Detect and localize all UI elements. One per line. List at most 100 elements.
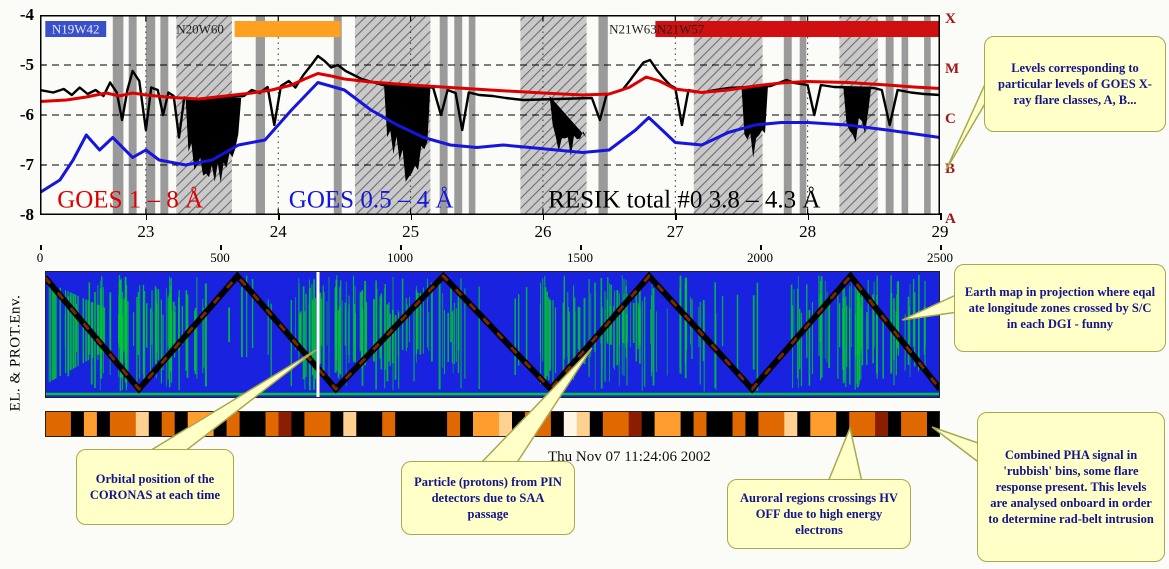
- axis-tick: [675, 213, 677, 220]
- pha-band: [654, 412, 681, 436]
- pha-band: [213, 412, 228, 436]
- dgi-tick-label: 2000: [747, 250, 773, 265]
- flare-region-label: N19W42: [52, 22, 100, 37]
- callout-pha-signal: Combined PHA signal in 'rubbish' bins, s…: [977, 412, 1165, 562]
- pha-band: [512, 412, 526, 436]
- curve-label: GOES 0.5 – 4 Å: [289, 187, 454, 214]
- earth-map-env-panel: [45, 271, 940, 398]
- flare-class-letter: M: [945, 61, 960, 77]
- pha-band: [148, 412, 163, 436]
- pha-band: [732, 412, 746, 436]
- series-goes-1-8-a: [40, 72, 940, 103]
- dgi-axis-tick: [940, 245, 942, 250]
- dgi-axis-tick: [760, 245, 762, 250]
- pha-band: [849, 412, 876, 436]
- pha-band: [589, 412, 604, 436]
- pha-band: [836, 412, 850, 436]
- day-tick-label: 28: [799, 222, 817, 241]
- resik-dropout-blob: [741, 87, 768, 158]
- pha-band: [550, 412, 565, 436]
- y-tick-label: -6: [19, 105, 34, 124]
- pha-band: [628, 412, 643, 436]
- pha-band: [758, 412, 785, 436]
- pha-band: [680, 412, 695, 436]
- axis-tick: [410, 213, 413, 220]
- xray-flux-plot: N19W42 N20W60 N21W63 N21W57 GOES 1 – 8 Å GOES…: [40, 15, 940, 215]
- day-tick-label: 24: [269, 222, 287, 241]
- day-tick-label: 23: [137, 222, 155, 241]
- pha-band: [161, 412, 176, 436]
- dgi-axis-tick: [400, 245, 402, 250]
- orbit-band: [924, 16, 931, 214]
- pha-band: [797, 412, 811, 436]
- axis-tick: [278, 213, 280, 220]
- axis-tick: [940, 213, 942, 220]
- pha-band: [706, 412, 733, 436]
- flare-region-label: N20W60: [176, 22, 224, 37]
- flare-class-letter: B: [945, 161, 956, 177]
- pha-band: [135, 412, 150, 436]
- orbit-band: [128, 16, 137, 214]
- y-tick-label: -5: [19, 55, 34, 74]
- flare-region-box: [655, 21, 940, 37]
- day-tick-label: 29: [931, 222, 949, 241]
- dgi-tick-label: 0: [36, 250, 44, 265]
- pha-band: [109, 412, 137, 436]
- dgi-axis-tick: [40, 245, 42, 250]
- pha-band: [83, 412, 98, 436]
- pha-band: [927, 412, 940, 436]
- pha-band: [265, 412, 279, 436]
- pha-band: [408, 412, 448, 436]
- pha-band: [187, 412, 215, 436]
- pha-band: [563, 412, 578, 436]
- curve-label: RESIK total #0 3.8 – 4.3 Å: [548, 187, 820, 214]
- dgi-tick-label: 1500: [567, 250, 593, 265]
- pha-band: [96, 412, 111, 436]
- curve-label: GOES 1 – 8 Å: [57, 187, 203, 214]
- callout-particle-saa: Particle (protons) from PIN detectors du…: [401, 461, 575, 535]
- resik-dropout-blob: [384, 86, 431, 182]
- pha-band: [745, 412, 759, 436]
- orbit-band: [885, 16, 894, 214]
- dgi-tick-label: 2500: [927, 250, 953, 265]
- pha-band: [330, 412, 344, 436]
- pha-band: [447, 412, 461, 436]
- callout-earth-map: Earth map in projection where eqal ate l…: [954, 264, 1166, 352]
- axis-tick: [145, 213, 148, 220]
- axis-tick: [807, 213, 810, 220]
- flare-region-label: N21W63: [609, 22, 657, 37]
- pha-signal-strip: [45, 411, 940, 437]
- pha-band: [641, 412, 656, 436]
- pha-band: [395, 412, 409, 436]
- callout-orbital-position: Orbital position of the CORONAS at each …: [76, 449, 234, 525]
- orbit-band: [333, 16, 342, 214]
- pha-band: [693, 412, 708, 436]
- env-panel-label: EL. & PROT.Env.: [7, 294, 24, 412]
- callout-auroral-crossings: Auroral regions crossings HV OFF due to …: [727, 479, 911, 549]
- flare-region-label: N21W57: [657, 22, 705, 37]
- orbit-band: [454, 16, 463, 214]
- pha-band: [304, 412, 331, 436]
- pha-band: [460, 412, 474, 436]
- pha-band: [524, 412, 552, 436]
- dgi-tick-label: 1000: [387, 250, 413, 265]
- pha-band: [888, 412, 902, 436]
- orbit-zigzag-saa-overlay: [45, 273, 940, 392]
- flare-region-box: [234, 21, 341, 37]
- dgi-axis-tick: [220, 245, 222, 250]
- pha-band: [343, 412, 357, 436]
- flare-region-box: [45, 21, 107, 37]
- pha-band: [239, 412, 266, 436]
- y-tick-label: -7: [19, 155, 34, 174]
- resik-dropout-blob: [549, 96, 587, 157]
- orbit-band: [439, 16, 448, 214]
- pha-band: [499, 412, 513, 436]
- dgi-tick-label: 500: [210, 250, 230, 265]
- dgi-axis-tick: [580, 245, 582, 250]
- pha-band: [576, 412, 591, 436]
- pha-band: [278, 412, 292, 436]
- pha-band: [226, 412, 241, 436]
- pha-band: [174, 412, 189, 436]
- pha-band: [784, 412, 798, 436]
